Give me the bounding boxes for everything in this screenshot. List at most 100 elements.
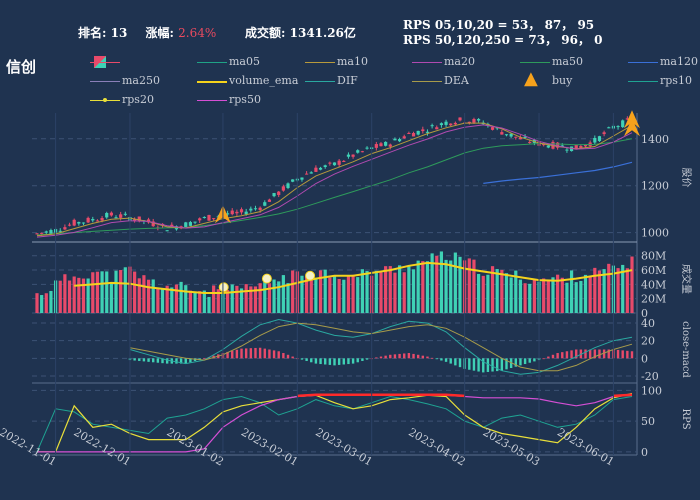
macd-hist-bar [403, 353, 406, 359]
volume-bar [119, 270, 123, 313]
volume-bar [579, 280, 583, 313]
volume-bar [300, 275, 304, 313]
legend-label: rps10 [660, 74, 692, 87]
macd-hist-bar [300, 358, 304, 360]
candle [421, 129, 425, 132]
candle [528, 141, 532, 143]
legend-label: ma10 [337, 55, 368, 68]
volume-bar [309, 278, 313, 313]
volume-bar [542, 278, 546, 313]
candle [253, 208, 258, 210]
volume-bar [490, 266, 495, 313]
candle [300, 177, 304, 180]
candle [244, 211, 248, 215]
macd-hist-bar [416, 354, 420, 359]
volume-bar [337, 278, 341, 313]
volume-bar [193, 291, 197, 313]
candle [44, 231, 48, 233]
macd-hist-bar [147, 358, 150, 362]
volume-bar [81, 278, 86, 313]
candle [309, 172, 313, 174]
macd-hist-bar [584, 349, 587, 359]
candle [607, 127, 611, 129]
volume-bar [332, 276, 337, 313]
price-axis-label: 股价 [680, 168, 692, 188]
volume-bar [393, 272, 397, 313]
volume-bar [388, 266, 392, 313]
rps-axis-label: RPS [680, 408, 691, 429]
x-tick-label: 2023-05-03 [481, 426, 542, 469]
volume-bar [467, 258, 471, 313]
macd-hist-bar [133, 358, 136, 361]
rps-tick-label: 50 [641, 415, 655, 428]
macd-hist-bar [324, 358, 327, 365]
candle [416, 130, 420, 135]
legend-label: ma20 [444, 55, 475, 68]
volume-axis-label: 成交量 [680, 264, 693, 294]
macd-hist-bar [379, 356, 383, 359]
candle [458, 117, 462, 121]
candle [95, 220, 100, 222]
volume-bar [621, 264, 625, 313]
volume-bar [458, 256, 462, 313]
volume-bar [40, 295, 44, 313]
candle [337, 160, 341, 165]
candle [490, 127, 495, 130]
candle [63, 227, 67, 230]
macd-hist-bar [175, 358, 178, 364]
volume-bar [630, 256, 634, 313]
volume-bar [72, 276, 76, 313]
header-rank: 排名: 13 涨幅: 2.64% [78, 24, 216, 41]
volume-bar [625, 268, 629, 313]
macd-hist-bar [472, 358, 476, 371]
legend-line-icon [412, 81, 442, 82]
ma20-line [36, 124, 633, 238]
legend-line-icon [197, 62, 227, 63]
rps-line-1: RPS 05,10,20 = 53， 87， 95 [403, 18, 595, 32]
candle [346, 154, 351, 157]
change-label: 涨幅: [145, 26, 174, 40]
macd-hist-bar [570, 350, 573, 359]
candle [81, 222, 86, 224]
macd-hist-bar [575, 349, 578, 359]
volume-bar [416, 260, 420, 313]
candle [523, 136, 527, 138]
volume-bar [225, 290, 230, 313]
candle [165, 230, 169, 232]
candle [188, 222, 192, 226]
volume-bar [277, 281, 281, 313]
candle [305, 173, 309, 175]
macd-tick-label: 20 [641, 335, 655, 348]
x-tick-label: 2023-06-01 [555, 426, 616, 469]
volume-bar [165, 285, 169, 313]
volume-bar [174, 284, 179, 313]
candle [602, 132, 606, 135]
macd-hist-bar [561, 352, 564, 359]
volume-tick-label: 60M [641, 264, 666, 277]
candle [328, 162, 332, 164]
candle [72, 219, 76, 226]
volume-bar [551, 277, 555, 313]
volume-bar [411, 269, 416, 313]
macd-hist-bar [263, 348, 266, 359]
macd-tick-label: 40 [641, 317, 655, 330]
turnover-label: 成交额: [245, 26, 286, 40]
buy-signal-icon [624, 118, 640, 137]
candle [184, 222, 188, 227]
macd-hist-bar [588, 349, 592, 359]
macd-hist-bar [491, 358, 494, 372]
volume-bar [105, 271, 109, 313]
candle [239, 209, 244, 213]
macd-hist-bar [356, 358, 359, 363]
volume-bar [239, 288, 244, 313]
volume-bar [91, 272, 95, 313]
candle [114, 217, 118, 219]
volume-bar [430, 253, 434, 313]
candle [170, 224, 174, 227]
volume-bar [514, 270, 518, 313]
volume-bar [216, 289, 220, 313]
volume-bar [360, 269, 364, 313]
legend-line-icon [305, 81, 335, 82]
volume-bar [593, 267, 597, 313]
